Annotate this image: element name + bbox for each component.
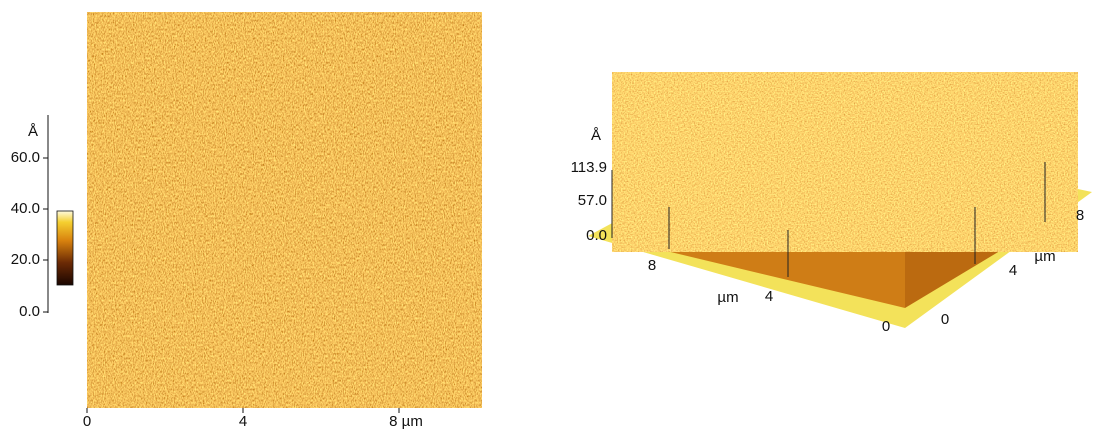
z-tick-label: 20.0 [11, 251, 40, 268]
side-tick-label: 8 [1076, 207, 1084, 224]
x-tick-label: 4 [239, 413, 247, 430]
x-tick-label: 0 [83, 413, 91, 430]
front-tick-label: 8 [648, 257, 656, 274]
front-tick-label: 0 [882, 318, 890, 335]
z-unit: Å [28, 123, 38, 140]
x-tick-label: 8 µm [389, 413, 423, 430]
color-bar [57, 211, 73, 285]
z-tick-label: 0.0 [19, 303, 40, 320]
z-tick-label: 113.9 [571, 159, 607, 176]
front-axis-unit: µm [717, 289, 738, 306]
z-tick-label: 40.0 [11, 200, 40, 217]
side-tick-label: 0 [941, 311, 949, 328]
side-axis-unit: µm [1034, 248, 1055, 265]
afm-image [87, 12, 482, 408]
front-tick-label: 4 [765, 288, 773, 305]
z-unit: Å [591, 127, 601, 144]
z-tick-label: 57.0 [578, 192, 607, 209]
z-tick-label: 60.0 [11, 149, 40, 166]
side-tick-label: 4 [1009, 262, 1017, 279]
z-ticks [43, 158, 48, 312]
figure: Å 60.0 40.0 20.0 0.0 0 4 8 µm Å 113.9 57… [0, 0, 1106, 431]
z-tick-label: 0.0 [586, 227, 607, 244]
